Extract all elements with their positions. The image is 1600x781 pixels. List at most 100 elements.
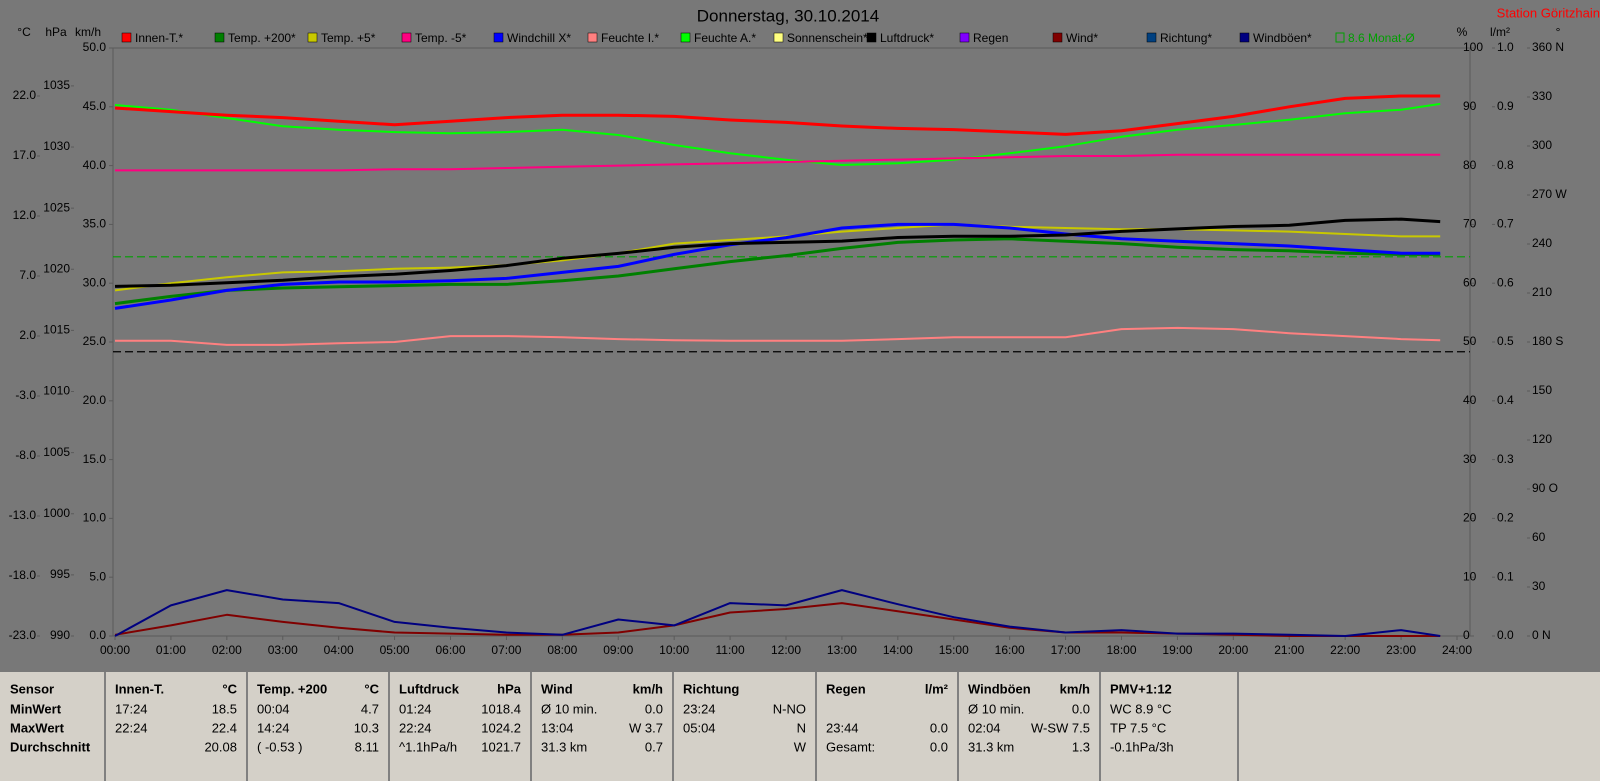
x-tick-label: 03:00	[268, 643, 298, 657]
table-cell: 22:24	[399, 720, 432, 735]
table-cell: 02:04	[968, 720, 1001, 735]
table-cell: 1018.4	[481, 701, 521, 716]
legend-swatch	[1239, 32, 1250, 43]
legend-label: Regen	[973, 31, 1008, 45]
series-line	[114, 589, 1441, 637]
table-cell: 14:24	[257, 720, 290, 735]
legend-label: Windböen*	[1253, 31, 1312, 45]
table-cell: Richtung	[683, 681, 739, 696]
table-cell: 1.3	[1072, 739, 1090, 754]
table-cell: Innen-T.	[115, 681, 164, 696]
y-tick-label: 180 S	[1532, 334, 1563, 348]
legend-swatch	[866, 32, 877, 43]
table-cell: hPa	[497, 681, 522, 696]
y-tick-label: 0.4	[1497, 393, 1514, 407]
series-line	[114, 94, 1441, 136]
legend-label: Innen-T.*	[135, 31, 183, 45]
table-cell: 4.7	[361, 701, 379, 716]
legend-swatch	[959, 32, 970, 43]
y-tick-label: 330	[1532, 89, 1552, 103]
series-line	[115, 326, 1441, 346]
y-tick-label: 0.2	[1497, 511, 1514, 525]
x-tick-label: 20:00	[1218, 643, 1248, 657]
y-tick-label: 0.5	[1497, 334, 1514, 348]
table-cell: Durchschnitt	[10, 739, 91, 754]
table-cell: Ø 10 min.	[541, 701, 597, 716]
x-tick-label: 13:00	[827, 643, 857, 657]
y-tick-label: 22.0	[13, 88, 37, 102]
table-cell: 22.4	[212, 720, 237, 735]
table-cell: 0.0	[645, 701, 663, 716]
x-tick-label: 14:00	[883, 643, 913, 657]
legend-swatch	[1335, 32, 1345, 43]
table-cell: N-NO	[773, 701, 806, 716]
x-tick-label: 17:00	[1051, 643, 1081, 657]
y-tick-label: 1.0	[1497, 40, 1514, 54]
table-cell: WC 8.9 °C	[1110, 701, 1172, 716]
y-tick-label: 50	[1463, 334, 1477, 348]
y-tick-label: 990	[50, 628, 70, 642]
y-tick-label: 270 W	[1532, 187, 1567, 201]
y-tick-label: 15.0	[83, 452, 107, 466]
chart-title: Donnerstag, 30.10.2014	[697, 6, 879, 25]
table-cell: 31.3 km	[968, 739, 1014, 754]
table-cell: 20.08	[204, 739, 237, 754]
table-cell: 17:24	[115, 701, 148, 716]
y-tick-label: 60	[1532, 530, 1546, 544]
table-cell: W	[794, 739, 807, 754]
x-tick-label: 22:00	[1330, 643, 1360, 657]
y-tick-label: 300	[1532, 138, 1552, 152]
table-cell: ( -0.53 )	[257, 739, 303, 754]
table-cell: 13:04	[541, 720, 574, 735]
y-tick-label: 20.0	[83, 393, 107, 407]
y-tick-label: -23.0	[9, 628, 37, 642]
axis-unit: %	[1457, 25, 1468, 39]
x-tick-label: 10:00	[659, 643, 689, 657]
legend-swatch	[587, 32, 598, 43]
table-cell: W 3.7	[629, 720, 663, 735]
y-tick-label: 25.0	[83, 334, 107, 348]
x-tick-label: 24:00	[1442, 643, 1472, 657]
legend-swatch	[214, 32, 225, 43]
legend-label: Wind*	[1066, 31, 1098, 45]
y-tick-label: 0.1	[1497, 569, 1514, 583]
table-cell: 8.11	[355, 739, 379, 754]
axis-unit: °C	[17, 25, 31, 39]
table-cell: 0.7	[645, 739, 663, 754]
y-tick-label: 1025	[43, 200, 70, 214]
y-tick-label: 5.0	[89, 569, 106, 583]
y-tick-label: 120	[1532, 432, 1552, 446]
table-cell: °C	[222, 681, 237, 696]
table-cell: ^1.1hPa/h	[399, 739, 457, 754]
table-cell: 1021.7	[481, 739, 521, 754]
series-line	[114, 102, 1441, 166]
y-tick-label: 0.6	[1497, 275, 1514, 289]
table-cell: Wind	[541, 681, 573, 696]
y-tick-label: 0.3	[1497, 452, 1514, 466]
x-tick-label: 19:00	[1162, 643, 1192, 657]
legend-swatch	[773, 32, 784, 43]
x-tick-label: 07:00	[491, 643, 521, 657]
legend-label: Richtung*	[1160, 31, 1212, 45]
legend-label: Feuchte A.*	[694, 31, 756, 45]
table-cell: TP 7.5 °C	[1110, 720, 1166, 735]
table-cell: 1024.2	[481, 720, 521, 735]
x-tick-label: 23:00	[1386, 643, 1416, 657]
axis-unit: l/m²	[1490, 25, 1510, 39]
x-tick-label: 09:00	[603, 643, 633, 657]
y-tick-label: 30.0	[83, 275, 107, 289]
y-tick-label: 0.7	[1497, 217, 1514, 231]
x-tick-label: 12:00	[771, 643, 801, 657]
axis-unit: hPa	[45, 25, 67, 39]
table-cell: Regen	[826, 681, 866, 696]
table-background	[0, 672, 1600, 781]
legend-label: Sonnenschein*	[787, 31, 868, 45]
y-tick-label: -3.0	[15, 388, 36, 402]
y-tick-label: 210	[1532, 285, 1552, 299]
table-cell: 05:04	[683, 720, 716, 735]
y-tick-label: -13.0	[9, 508, 37, 522]
y-tick-label: 1030	[43, 139, 70, 153]
y-tick-label: 60	[1463, 275, 1477, 289]
legend-swatch	[121, 32, 132, 43]
